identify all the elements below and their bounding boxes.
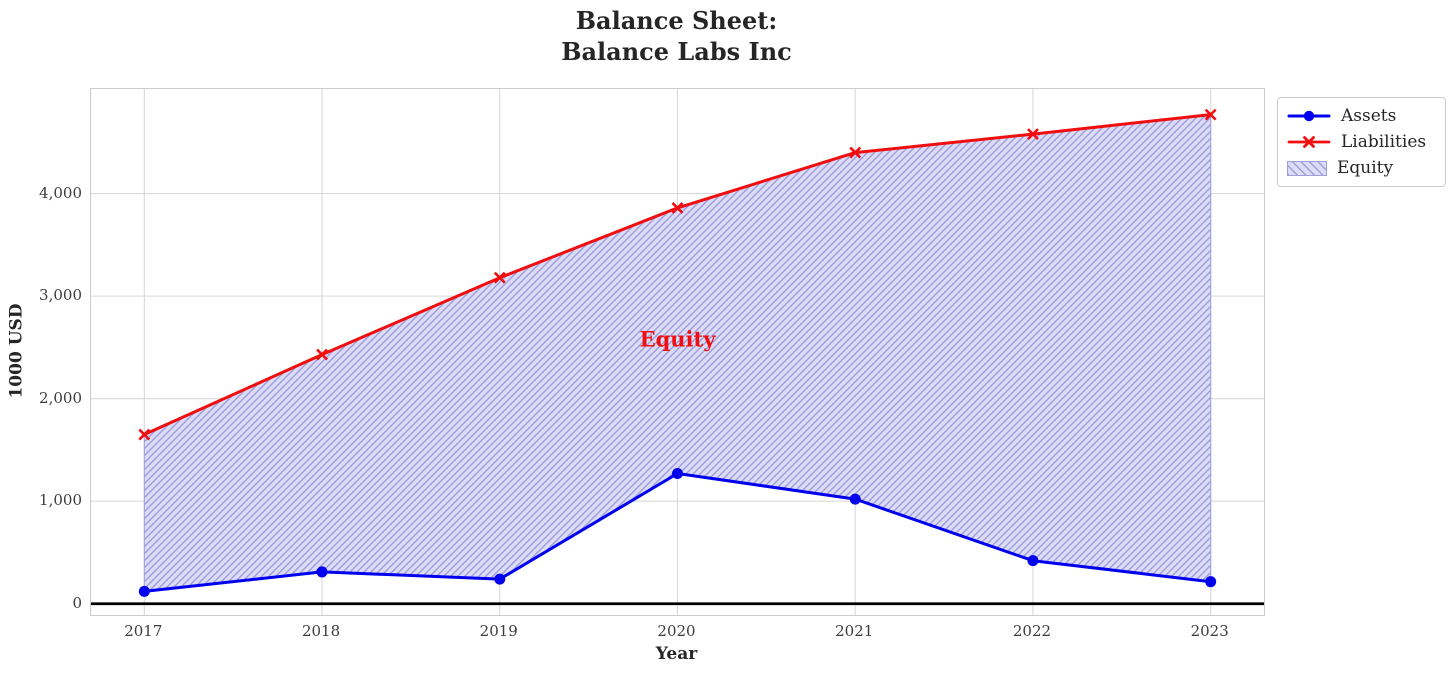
chart-canvas: Equity — [91, 89, 1264, 615]
liabilities-line-x-icon — [1287, 136, 1331, 148]
x-tick-label: 2017 — [124, 622, 163, 640]
assets-line-circle-icon — [1287, 110, 1331, 122]
y-tick-label: 1,000 — [39, 491, 82, 510]
x-tick-label: 2023 — [1190, 622, 1229, 640]
y-tick-label: 2,000 — [39, 388, 82, 407]
legend-item-liabilities: Liabilities — [1287, 132, 1433, 152]
legend-item-assets: Assets — [1287, 106, 1433, 126]
x-tick-label: 2022 — [1012, 622, 1052, 640]
x-axis-title: Year — [655, 644, 698, 664]
x-tick-label: 2018 — [301, 622, 341, 640]
legend: Assets Liabilities Equity — [1277, 97, 1446, 187]
chart-title-line1: Balance Sheet: — [575, 6, 778, 35]
chart-title: Balance Sheet: Balance Labs Inc — [90, 5, 1263, 67]
y-tick-label: 4,000 — [39, 183, 82, 202]
svg-text:Equity: Equity — [640, 327, 717, 352]
legend-item-equity: Equity — [1287, 158, 1433, 178]
y-axis-ticks: 0 1,000 2,000 3,000 4,000 — [0, 88, 82, 614]
chart-title-line2: Balance Labs Inc — [561, 37, 792, 66]
plot-area: Equity — [90, 88, 1265, 616]
x-tick-label: 2021 — [835, 622, 874, 640]
equity-hatch-patch-icon — [1287, 160, 1327, 176]
x-tick-label: 2020 — [657, 622, 696, 640]
y-tick-label: 3,000 — [39, 286, 82, 305]
y-tick-label: 0 — [72, 593, 82, 612]
x-axis-ticks: 2017 2018 2019 2020 2021 2022 2023 — [90, 621, 1263, 643]
legend-label-equity: Equity — [1337, 158, 1394, 178]
x-tick-label: 2019 — [479, 622, 518, 640]
legend-label-assets: Assets — [1341, 106, 1397, 126]
legend-label-liabilities: Liabilities — [1341, 132, 1427, 152]
